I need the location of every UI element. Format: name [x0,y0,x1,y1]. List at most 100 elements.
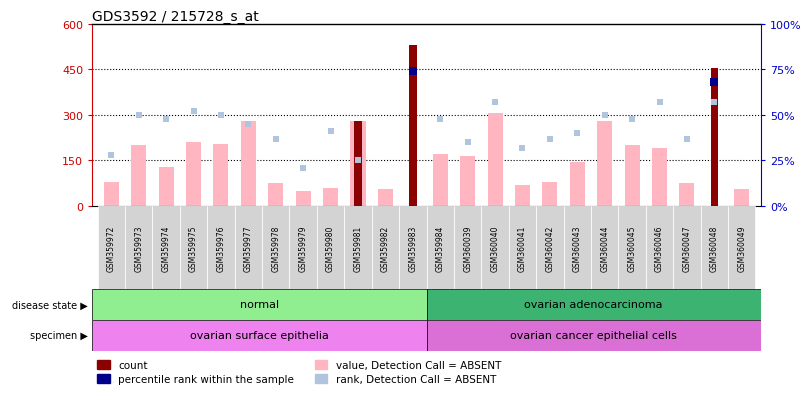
FancyBboxPatch shape [289,206,317,289]
Bar [213,145,228,206]
FancyBboxPatch shape [125,206,152,289]
Bar [542,182,557,206]
Text: GSM359982: GSM359982 [381,225,390,271]
Text: GSM359973: GSM359973 [135,225,143,271]
FancyBboxPatch shape [509,206,536,289]
Bar [433,155,448,206]
Bar [268,184,284,206]
Text: ovarian surface epithelia: ovarian surface epithelia [190,330,328,341]
FancyBboxPatch shape [92,320,426,351]
Text: GSM360044: GSM360044 [600,225,610,271]
FancyBboxPatch shape [372,206,399,289]
FancyBboxPatch shape [618,206,646,289]
FancyBboxPatch shape [481,206,509,289]
Bar [378,190,393,206]
FancyBboxPatch shape [701,206,728,289]
Bar [710,69,718,206]
Point [626,116,638,123]
Text: ovarian cancer epithelial cells: ovarian cancer epithelial cells [510,330,677,341]
Text: ovarian adenocarcinoma: ovarian adenocarcinoma [525,299,663,310]
FancyBboxPatch shape [207,206,235,289]
FancyBboxPatch shape [427,206,454,289]
FancyBboxPatch shape [180,206,207,289]
Bar [296,191,311,206]
Text: GDS3592 / 215728_s_at: GDS3592 / 215728_s_at [92,10,259,24]
Point [132,112,145,119]
Text: GSM360048: GSM360048 [710,225,718,271]
FancyBboxPatch shape [235,206,262,289]
Bar [409,46,417,206]
FancyBboxPatch shape [728,206,755,289]
Point [681,136,694,142]
Text: GSM359976: GSM359976 [216,225,225,271]
Text: GSM359978: GSM359978 [272,225,280,271]
Bar [679,184,694,206]
Bar [570,163,585,206]
FancyBboxPatch shape [344,206,372,289]
Point [708,80,721,86]
FancyBboxPatch shape [262,206,289,289]
Text: GSM359979: GSM359979 [299,225,308,271]
Text: GSM360046: GSM360046 [655,225,664,271]
Point [215,112,227,119]
Text: GSM360045: GSM360045 [628,225,637,271]
Text: GSM360040: GSM360040 [490,225,500,271]
Point [406,69,419,75]
Text: GSM360047: GSM360047 [682,225,691,271]
Point [269,136,282,142]
FancyBboxPatch shape [591,206,618,289]
Text: GSM359980: GSM359980 [326,225,335,271]
Point [653,100,666,106]
FancyBboxPatch shape [564,206,591,289]
Point [242,121,255,128]
Text: disease state ▶: disease state ▶ [12,299,88,310]
Point [159,116,172,123]
Text: GSM359972: GSM359972 [107,225,116,271]
Text: GSM359984: GSM359984 [436,225,445,271]
Bar [351,122,365,206]
Point [297,165,310,172]
Text: GSM360039: GSM360039 [463,225,472,271]
FancyBboxPatch shape [152,206,180,289]
FancyBboxPatch shape [98,206,125,289]
Bar [186,143,201,206]
FancyBboxPatch shape [317,206,344,289]
Bar [735,190,749,206]
Bar [104,182,119,206]
Bar [515,185,530,206]
FancyBboxPatch shape [426,289,761,320]
FancyBboxPatch shape [673,206,701,289]
Bar [625,146,640,206]
FancyBboxPatch shape [454,206,481,289]
Text: GSM360042: GSM360042 [545,225,554,271]
Text: GSM359977: GSM359977 [244,225,253,271]
Legend: count, percentile rank within the sample, value, Detection Call = ABSENT, rank, : count, percentile rank within the sample… [98,361,501,385]
FancyBboxPatch shape [399,206,427,289]
Bar [488,114,502,206]
FancyBboxPatch shape [646,206,673,289]
Point [324,129,337,135]
FancyBboxPatch shape [426,320,761,351]
FancyBboxPatch shape [92,289,426,320]
Text: GSM360043: GSM360043 [573,225,582,271]
Bar [354,122,362,206]
Text: GSM360049: GSM360049 [737,225,747,271]
Point [434,116,447,123]
Bar [323,188,338,206]
Point [571,131,584,137]
Point [187,109,200,115]
Bar [241,122,256,206]
Point [516,145,529,152]
Bar [652,149,667,206]
Bar [159,167,174,206]
Text: specimen ▶: specimen ▶ [30,330,88,341]
Text: GSM359983: GSM359983 [409,225,417,271]
Text: GSM359975: GSM359975 [189,225,198,271]
Point [105,152,118,159]
Point [543,136,556,142]
Point [708,100,721,106]
Bar [131,146,147,206]
Bar [460,157,475,206]
FancyBboxPatch shape [536,206,564,289]
Text: GSM359981: GSM359981 [353,225,363,271]
